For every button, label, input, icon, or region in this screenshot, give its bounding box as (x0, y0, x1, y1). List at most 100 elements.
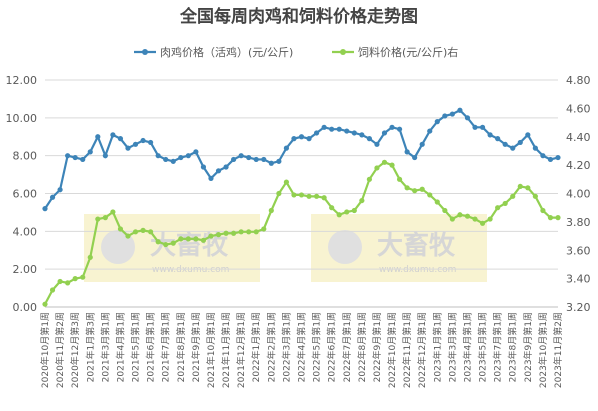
data-point (72, 276, 78, 282)
x-tick-label: 2021年7月第1周 (160, 312, 172, 382)
data-point (517, 183, 523, 190)
data-point (412, 188, 418, 194)
data-point (117, 136, 124, 142)
x-tick-label: 2023年1月第1周 (431, 312, 443, 382)
data-point (291, 192, 297, 198)
data-point (351, 207, 357, 214)
data-point (442, 113, 448, 119)
data-point (246, 154, 252, 161)
watermark-logo (101, 230, 135, 264)
data-point (163, 241, 169, 248)
x-tick-label: 2023年4月第1周 (461, 312, 473, 382)
x-tick-label: 2023年3月第1周 (446, 312, 458, 382)
data-point (540, 207, 546, 214)
data-point (517, 139, 523, 146)
x-tick-label: 2022年6月第1周 (326, 312, 338, 382)
x-tick-label: 2021年5月第1周 (130, 312, 142, 382)
y-tick-label: 10.00 (6, 112, 38, 125)
data-point (359, 132, 365, 138)
data-point (253, 156, 259, 163)
watermark-text: 大畜牧 (377, 230, 456, 261)
data-point (472, 216, 478, 222)
data-point (389, 124, 395, 130)
data-point (185, 153, 191, 159)
y-tick-label: 0.00 (13, 301, 38, 314)
data-point (57, 278, 63, 285)
data-point (231, 230, 237, 236)
data-point (487, 132, 493, 138)
data-point (253, 229, 259, 235)
legend-item: 肉鸡价格（活鸡）(元/公斤) (134, 45, 293, 59)
data-point (381, 159, 388, 165)
data-point (449, 216, 455, 222)
data-point (366, 176, 372, 182)
data-point (246, 229, 252, 235)
data-point (155, 239, 161, 245)
data-point (193, 236, 199, 242)
data-point (276, 190, 282, 197)
watermark-1: 大畜牧 www.dxumu.com (84, 214, 260, 282)
data-point (95, 134, 101, 140)
data-point (540, 153, 546, 159)
data-point (95, 216, 101, 222)
x-tick-label: 2022年3月第1周 (280, 312, 292, 382)
data-point (427, 128, 433, 134)
data-point (87, 254, 93, 260)
data-point (208, 175, 214, 181)
data-point (102, 153, 108, 159)
data-point (487, 216, 493, 222)
data-point (200, 237, 207, 243)
y-tick-label: 4.00 (13, 225, 38, 238)
x-tick-label: 2023年8月第1周 (507, 312, 519, 382)
x-tick-label: 2021年9月第1周 (190, 312, 202, 382)
data-point (80, 156, 86, 163)
x-tick-label: 2022年12月第1周 (416, 312, 428, 388)
data-point (449, 111, 455, 117)
data-point (200, 164, 207, 170)
data-point (532, 193, 538, 199)
data-point (404, 185, 410, 191)
watermark-url: www.dxumu.com (379, 265, 456, 275)
y2-tick-label: 3.20 (566, 301, 591, 314)
data-point (125, 145, 131, 151)
data-point (110, 209, 116, 215)
y2-tick-label: 4.40 (566, 131, 591, 144)
data-point (389, 162, 395, 168)
x-tick-label: 2022年9月第1周 (371, 312, 383, 382)
data-point (261, 226, 267, 232)
data-point (155, 153, 161, 159)
y-tick-label: 2.00 (13, 263, 38, 276)
y2-tick-label: 3.60 (566, 244, 591, 257)
x-tick-label: 2021年10月第1周 (205, 312, 217, 388)
data-point (49, 194, 56, 200)
data-point (132, 141, 139, 147)
data-point (547, 215, 554, 221)
y2-tick-label: 4.60 (566, 102, 591, 115)
data-point (495, 136, 501, 142)
data-point (283, 179, 290, 185)
legend-label: 肉鸡价格（活鸡）(元/公斤) (160, 45, 293, 59)
data-point (223, 230, 229, 236)
data-point (49, 287, 56, 293)
data-point (178, 236, 184, 242)
data-point (163, 156, 169, 163)
x-tick-label: 2023年9月第1周 (522, 312, 534, 382)
data-point (238, 153, 244, 159)
data-point (132, 229, 139, 235)
watermark-url: www.dxumu.com (152, 265, 229, 275)
data-point (381, 130, 388, 136)
x-tick-label: 2021年6月第1周 (145, 312, 157, 382)
legend-marker (142, 49, 148, 55)
x-tick-label: 2021年1月第3周 (84, 312, 96, 382)
data-point (178, 154, 184, 161)
data-point (396, 176, 403, 182)
data-point (215, 232, 222, 238)
data-point (117, 226, 124, 232)
legend-item: 饲料价格(元/公斤)右 (332, 45, 458, 59)
x-tick-label: 2020年10月第1周 (39, 312, 51, 388)
x-tick-label: 2023年7月第1周 (492, 312, 504, 382)
data-point (344, 128, 350, 134)
data-point (193, 149, 199, 155)
data-point (419, 141, 425, 147)
